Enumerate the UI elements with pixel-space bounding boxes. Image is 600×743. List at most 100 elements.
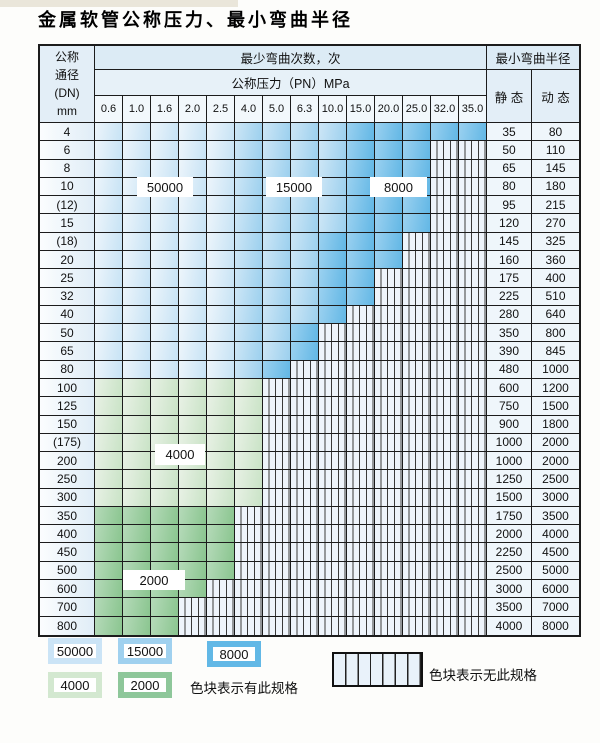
dn-cell: 700 — [40, 598, 95, 617]
spec-cell-unavailable — [235, 543, 263, 562]
spec-cell-4000 — [235, 470, 263, 489]
table-row: 50 350 800 — [40, 324, 579, 343]
table-row: 500 2500 5000 — [40, 561, 579, 581]
spec-cell-unavailable — [459, 324, 487, 343]
spec-cell-4000 — [235, 452, 263, 471]
spec-cell-unavailable — [375, 287, 403, 306]
spec-cell-50000 — [207, 159, 235, 178]
dynamic-header: 动 态 — [532, 70, 579, 123]
dynamic-radius-cell: 400 — [532, 269, 579, 288]
spec-cell-unavailable — [347, 397, 375, 416]
spec-cell-15000 — [235, 214, 263, 233]
spec-cell-8000 — [375, 214, 403, 233]
spec-cell-50000 — [151, 360, 179, 379]
spec-cell-unavailable — [403, 433, 431, 453]
dynamic-radius-cell: 2000 — [532, 433, 579, 453]
spec-cell-unavailable — [347, 525, 375, 544]
spec-cell-unavailable — [319, 488, 347, 507]
dynamic-radius-cell: 1500 — [532, 397, 579, 416]
spec-cell-50000 — [179, 159, 207, 178]
spec-cell-50000 — [207, 287, 235, 306]
cycle-label-8000: 8000 — [370, 177, 427, 197]
spec-cell-4000 — [95, 452, 123, 471]
spec-cell-unavailable — [431, 543, 459, 562]
dn-header-line: (DN) — [54, 86, 80, 100]
spec-cell-50000 — [207, 360, 235, 379]
spec-cell-unavailable — [431, 525, 459, 544]
spec-cell-50000 — [151, 269, 179, 288]
dn-cell: 600 — [40, 580, 95, 599]
spec-cell-unavailable — [459, 580, 487, 599]
dynamic-radius-cell: 325 — [532, 232, 579, 251]
spec-cell-15000 — [319, 123, 347, 142]
table-row: (18) 145 325 — [40, 232, 579, 251]
legend-available-text: 色块表示有此规格 — [190, 681, 298, 696]
dynamic-radius-cell: 2500 — [532, 470, 579, 489]
spec-cell-15000 — [263, 196, 291, 215]
pressure-col-header: 6.3 — [291, 96, 319, 123]
spec-cell-unavailable — [263, 543, 291, 562]
spec-cell-4000 — [179, 415, 207, 434]
spec-cell-2000 — [95, 506, 123, 526]
spec-cell-unavailable — [375, 378, 403, 398]
spec-cell-unavailable — [291, 378, 319, 398]
spec-cell-8000 — [403, 214, 431, 233]
spec-cell-8000 — [347, 232, 375, 251]
scan-artifact-strip — [0, 0, 238, 7]
static-radius-cell: 2500 — [487, 561, 532, 581]
spec-cell-unavailable — [459, 488, 487, 507]
spec-cell-2000 — [123, 616, 151, 635]
pressure-header-block: 最少弯曲次数，次 公称压力（PN）MPa 0.6 1.0 1.6 2.0 2.5 4.0 5… — [95, 46, 487, 123]
cycle-label-15000: 15000 — [266, 177, 322, 197]
dn-cell: 32 — [40, 287, 95, 306]
spec-cell-50000 — [179, 305, 207, 325]
spec-cell-2000 — [179, 525, 207, 544]
spec-cell-unavailable — [375, 342, 403, 361]
spec-cell-unavailable — [319, 580, 347, 599]
dn-cell: 350 — [40, 506, 95, 526]
dn-header-line: mm — [57, 104, 77, 118]
spec-cell-unavailable — [459, 287, 487, 306]
spec-cell-4000 — [207, 378, 235, 398]
spec-cell-50000 — [95, 324, 123, 343]
spec-cell-4000 — [95, 433, 123, 453]
spec-cell-2000 — [151, 616, 179, 635]
dn-cell: (175) — [40, 433, 95, 453]
spec-cell-unavailable — [403, 452, 431, 471]
spec-cell-8000 — [347, 250, 375, 270]
static-radius-cell: 80 — [487, 177, 532, 197]
spec-cell-unavailable — [459, 415, 487, 434]
table-row: 15 120 270 — [40, 214, 579, 233]
dn-cell: 8 — [40, 159, 95, 178]
spec-cell-4000 — [95, 415, 123, 434]
spec-cell-4000 — [207, 415, 235, 434]
spec-cell-50000 — [123, 360, 151, 379]
table-row: 150 900 1800 — [40, 415, 579, 434]
spec-cell-50000 — [95, 232, 123, 251]
spec-cell-50000 — [179, 250, 207, 270]
spec-cell-50000 — [207, 141, 235, 160]
spec-cell-50000 — [123, 123, 151, 142]
spec-cell-unavailable — [291, 580, 319, 599]
table-row: (175) 1000 2000 — [40, 433, 579, 453]
static-radius-cell: 280 — [487, 305, 532, 325]
spec-cell-4000 — [123, 470, 151, 489]
spec-cell-unavailable — [459, 177, 487, 197]
spec-cell-50000 — [123, 342, 151, 361]
spec-cell-unavailable — [319, 506, 347, 526]
legend-striped-swatch — [332, 652, 423, 687]
spec-cell-4000 — [95, 470, 123, 489]
spec-cell-unavailable — [375, 561, 403, 581]
pressure-col-header: 20.0 — [375, 96, 403, 123]
spec-cell-2000 — [151, 543, 179, 562]
pressure-col-header: 2.5 — [207, 96, 235, 123]
spec-cell-50000 — [179, 141, 207, 160]
pressure-col-header: 32.0 — [431, 96, 459, 123]
spec-cell-unavailable — [291, 598, 319, 617]
spec-table: 公称 通径 (DN) mm 最少弯曲次数，次 公称压力（PN）MPa 0.6 1.… — [38, 44, 581, 637]
spec-cell-15000 — [235, 250, 263, 270]
spec-cell-4000 — [235, 415, 263, 434]
spec-cell-unavailable — [431, 506, 459, 526]
spec-cell-unavailable — [403, 580, 431, 599]
spec-cell-15000 — [263, 141, 291, 160]
